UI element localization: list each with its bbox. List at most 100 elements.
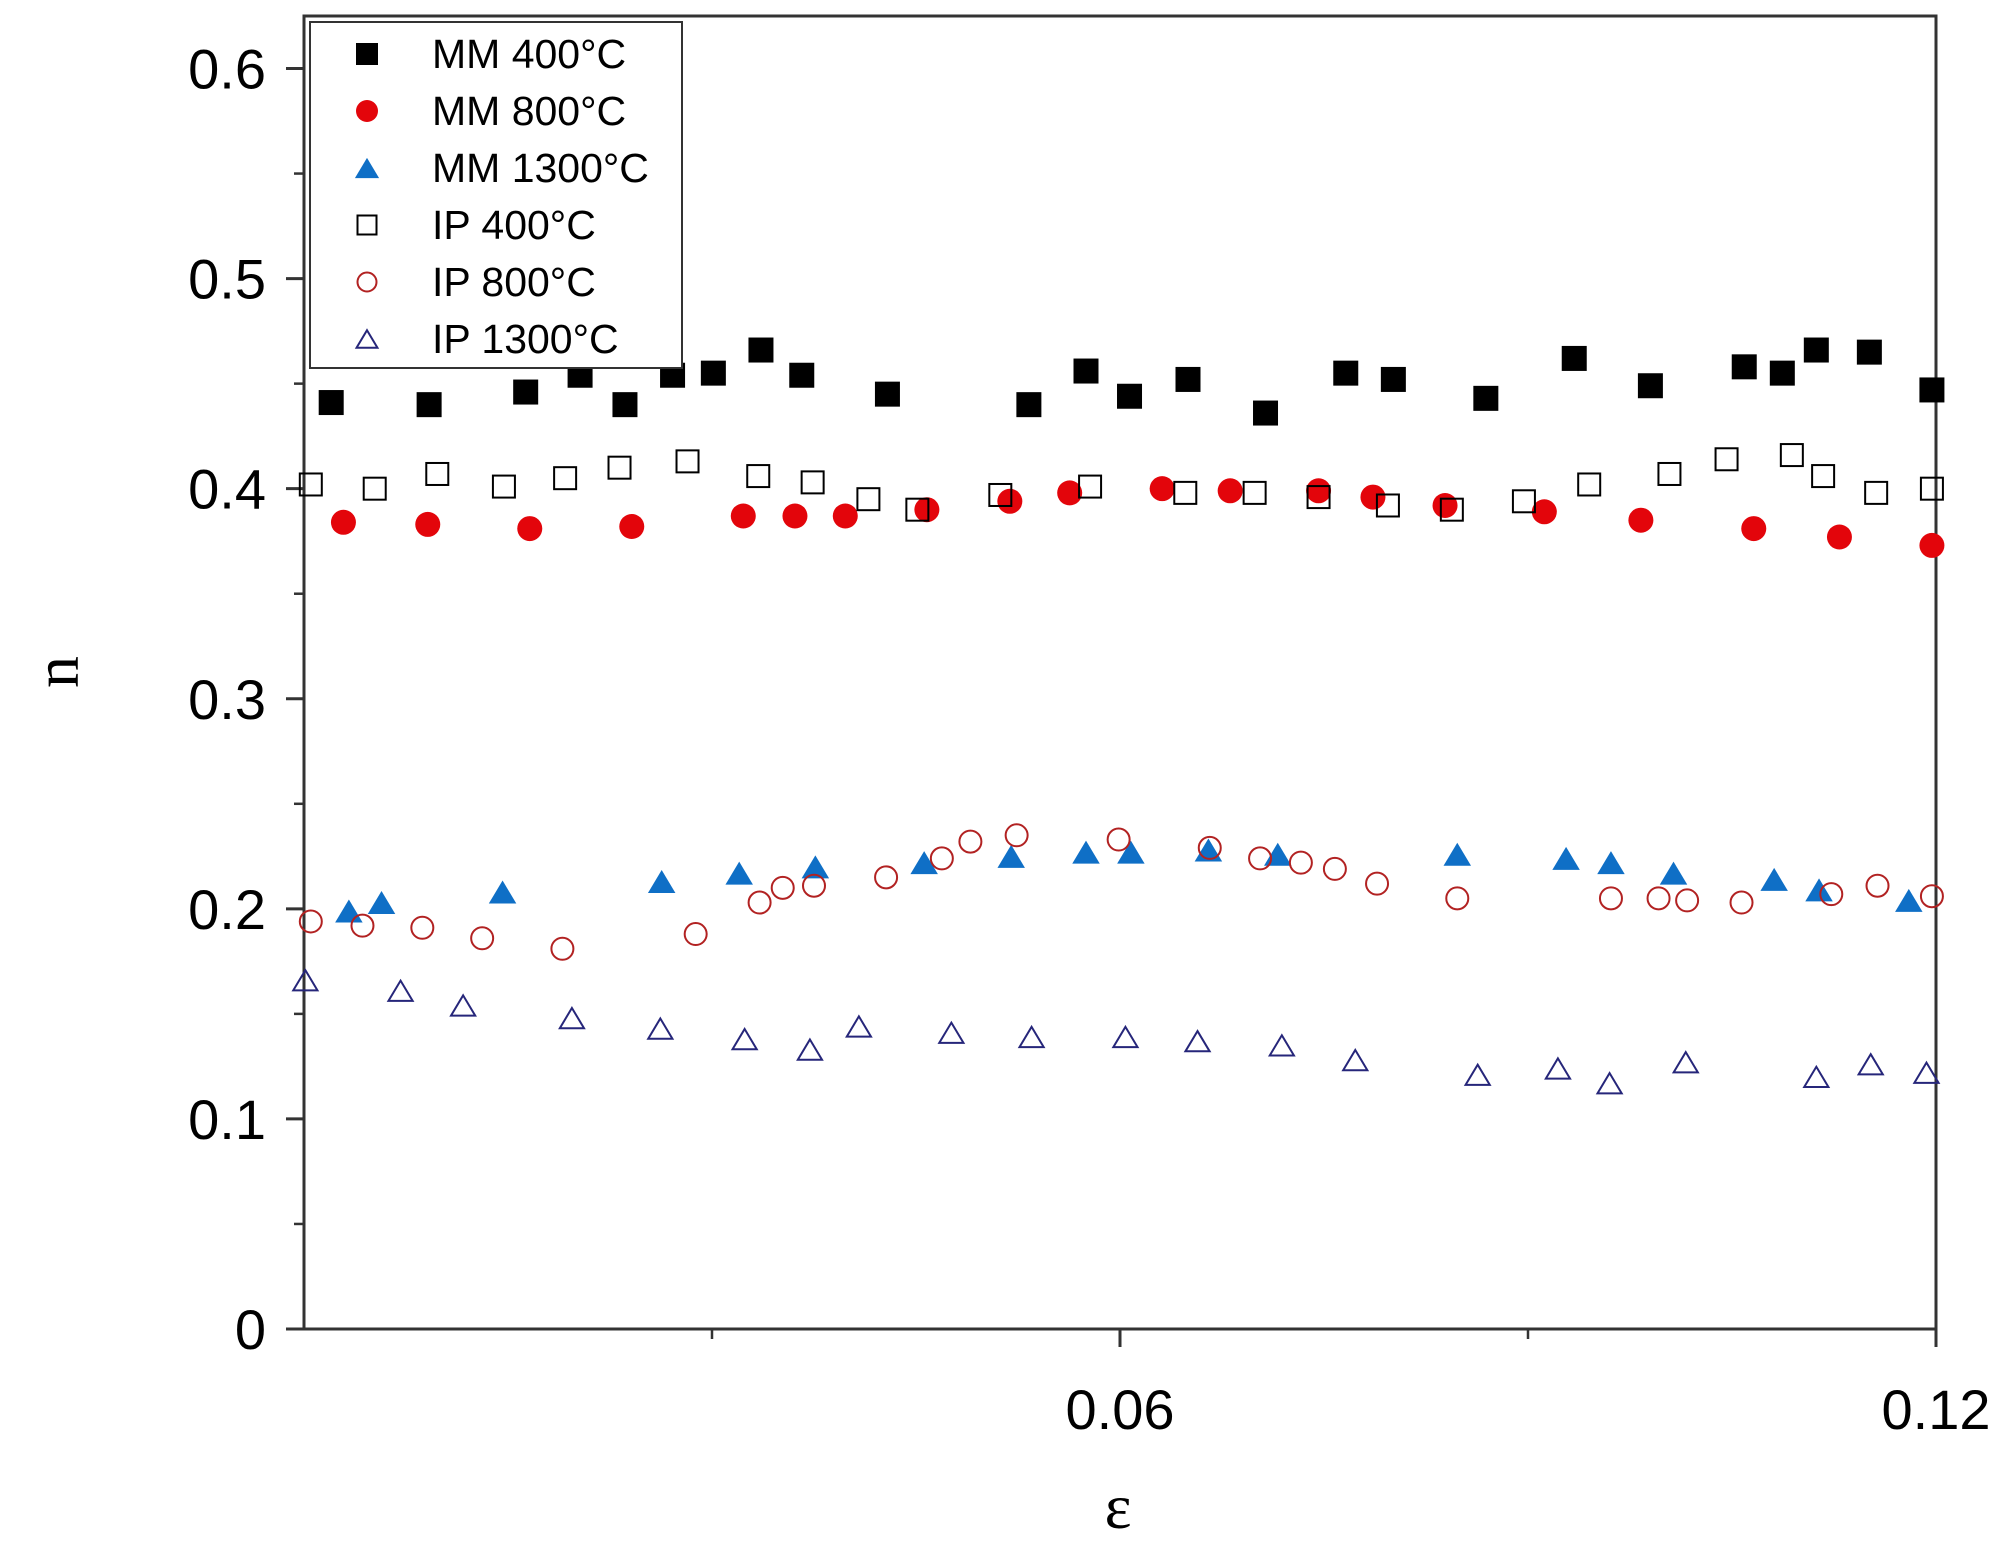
data-point: [350, 913, 375, 938]
legend-marker-mm-1300: [354, 157, 380, 179]
data-point: [1646, 886, 1671, 911]
data-point: [675, 449, 700, 474]
data-point: [832, 503, 858, 529]
data-point: [1919, 377, 1945, 403]
data-point: [1004, 823, 1029, 848]
data-point: [1078, 474, 1103, 499]
data-point: [1675, 888, 1700, 913]
data-point: [770, 875, 795, 900]
y-tick-label: 0.6: [188, 38, 266, 101]
y-tick-label: 0.1: [188, 1088, 266, 1151]
data-point: [1803, 337, 1829, 363]
series-ip-800: [298, 823, 1944, 961]
data-point: [1306, 485, 1331, 510]
y-axis-label: n: [21, 656, 92, 688]
data-point: [1117, 383, 1143, 409]
y-tick-label: 0.3: [188, 668, 266, 731]
data-point: [1802, 1064, 1831, 1089]
data-point: [513, 379, 539, 405]
data-point: [1197, 835, 1222, 860]
data-point: [914, 497, 940, 523]
data-point: [1072, 840, 1100, 864]
data-point: [1811, 464, 1836, 489]
data-point: [1714, 447, 1739, 472]
data-point: [386, 978, 415, 1002]
data-point: [1217, 478, 1243, 504]
data-point: [874, 381, 900, 407]
x-tick-label: 0.06: [1066, 1378, 1175, 1441]
data-point: [1856, 1052, 1885, 1076]
x-axis-ticks: 0.06 0.12: [710, 1329, 1991, 1441]
data-point: [558, 1006, 586, 1030]
data-point: [1628, 507, 1654, 533]
data-point: [1445, 886, 1470, 911]
data-point: [1288, 850, 1313, 875]
data-point: [1779, 443, 1804, 468]
data-point: [1919, 884, 1944, 909]
data-point: [937, 1020, 966, 1044]
data-point: [1919, 532, 1945, 558]
data-point: [1333, 360, 1359, 386]
data-point: [1173, 480, 1198, 505]
data-point: [362, 476, 387, 501]
data-point: [1183, 1029, 1212, 1053]
x-axis-label: ε: [1105, 1471, 1132, 1542]
legend-label-ip-400: IP 400°C: [432, 202, 596, 248]
data-point: [1657, 461, 1682, 486]
data-point: [1248, 846, 1273, 871]
data-point: [1552, 846, 1580, 870]
data-point: [1731, 354, 1757, 380]
data-point: [1597, 851, 1625, 875]
series-ip-1300: [291, 968, 1941, 1095]
data-point: [1253, 400, 1279, 426]
data-point: [1264, 842, 1292, 866]
data-point: [1741, 516, 1767, 542]
data-point: [1267, 1033, 1296, 1057]
data-point: [1341, 1048, 1370, 1072]
data-point: [1306, 478, 1332, 504]
legend-marker-mm-800: [356, 100, 378, 122]
data-point: [416, 392, 442, 418]
data-point: [1856, 339, 1882, 365]
data-point: [291, 968, 320, 992]
data-point: [553, 466, 578, 491]
data-point: [1865, 873, 1890, 898]
data-point: [1760, 867, 1788, 891]
data-point: [1919, 476, 1944, 501]
legend-marker-ip-800: [356, 271, 378, 293]
data-point: [1106, 827, 1131, 852]
data-point: [997, 488, 1023, 514]
data-point: [730, 1027, 759, 1051]
data-point: [683, 922, 708, 947]
legend-label-ip-800: IP 800°C: [432, 259, 596, 305]
data-point: [1365, 871, 1390, 896]
data-point: [298, 472, 323, 497]
data-point: [1895, 888, 1923, 912]
series-mm-400: [318, 337, 1945, 426]
data-point: [647, 870, 676, 894]
series-ip-400: [298, 443, 1944, 522]
legend-label-mm-1300: MM 1300°C: [432, 145, 649, 191]
data-point: [958, 829, 983, 854]
data-point: [1769, 360, 1795, 386]
data-point: [747, 890, 772, 915]
data-point: [335, 899, 363, 923]
data-point: [1242, 480, 1267, 505]
data-point: [929, 846, 954, 871]
y-tick-label: 0.4: [188, 458, 266, 521]
data-point: [488, 880, 517, 904]
data-point: [856, 487, 881, 512]
data-point: [1443, 842, 1472, 866]
data-point: [789, 362, 815, 388]
data-point: [1864, 480, 1889, 505]
data-point: [997, 844, 1025, 868]
legend-box: [309, 21, 683, 369]
data-point: [415, 511, 441, 537]
series-mm-1300: [335, 838, 1923, 923]
data-point: [1380, 366, 1406, 392]
data-point: [1561, 345, 1587, 371]
data-point: [1473, 385, 1499, 411]
data-point: [1595, 1071, 1624, 1095]
